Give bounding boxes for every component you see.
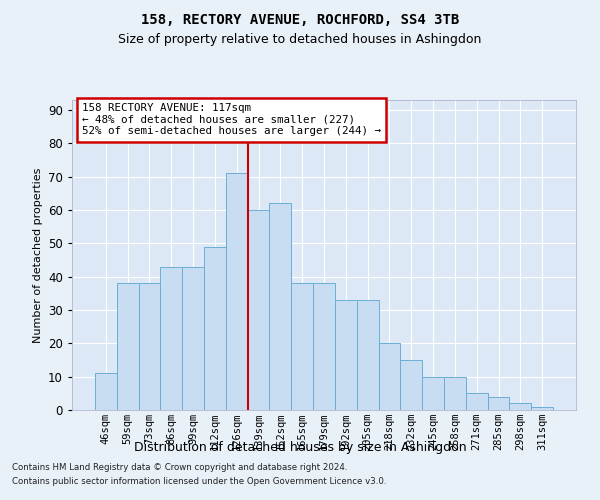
Bar (509, 404, 531, 410)
Bar (422, 376, 444, 410)
Bar (531, 406, 553, 410)
Bar (335, 300, 357, 410)
Text: 158 RECTORY AVENUE: 117sqm
← 48% of detached houses are smaller (227)
52% of sem: 158 RECTORY AVENUE: 117sqm ← 48% of deta… (82, 103, 381, 136)
Bar (400, 360, 422, 410)
Text: Contains public sector information licensed under the Open Government Licence v3: Contains public sector information licen… (12, 477, 386, 486)
Bar (226, 174, 248, 410)
Bar (488, 396, 509, 410)
Bar (379, 344, 400, 410)
Text: Distribution of detached houses by size in Ashingdon: Distribution of detached houses by size … (134, 441, 466, 454)
Bar (248, 210, 269, 410)
Text: Contains HM Land Registry data © Crown copyright and database right 2024.: Contains HM Land Registry data © Crown c… (12, 464, 347, 472)
Bar (117, 284, 139, 410)
Bar (291, 284, 313, 410)
Bar (313, 284, 335, 410)
Text: 158, RECTORY AVENUE, ROCHFORD, SS4 3TB: 158, RECTORY AVENUE, ROCHFORD, SS4 3TB (141, 12, 459, 26)
Bar (444, 376, 466, 410)
Bar (139, 284, 160, 410)
Bar (182, 266, 204, 410)
Bar (95, 374, 117, 410)
Text: Size of property relative to detached houses in Ashingdon: Size of property relative to detached ho… (118, 32, 482, 46)
Bar (357, 300, 379, 410)
Bar (204, 246, 226, 410)
Bar (269, 204, 291, 410)
Bar (466, 394, 488, 410)
Bar (160, 266, 182, 410)
Y-axis label: Number of detached properties: Number of detached properties (32, 168, 43, 342)
